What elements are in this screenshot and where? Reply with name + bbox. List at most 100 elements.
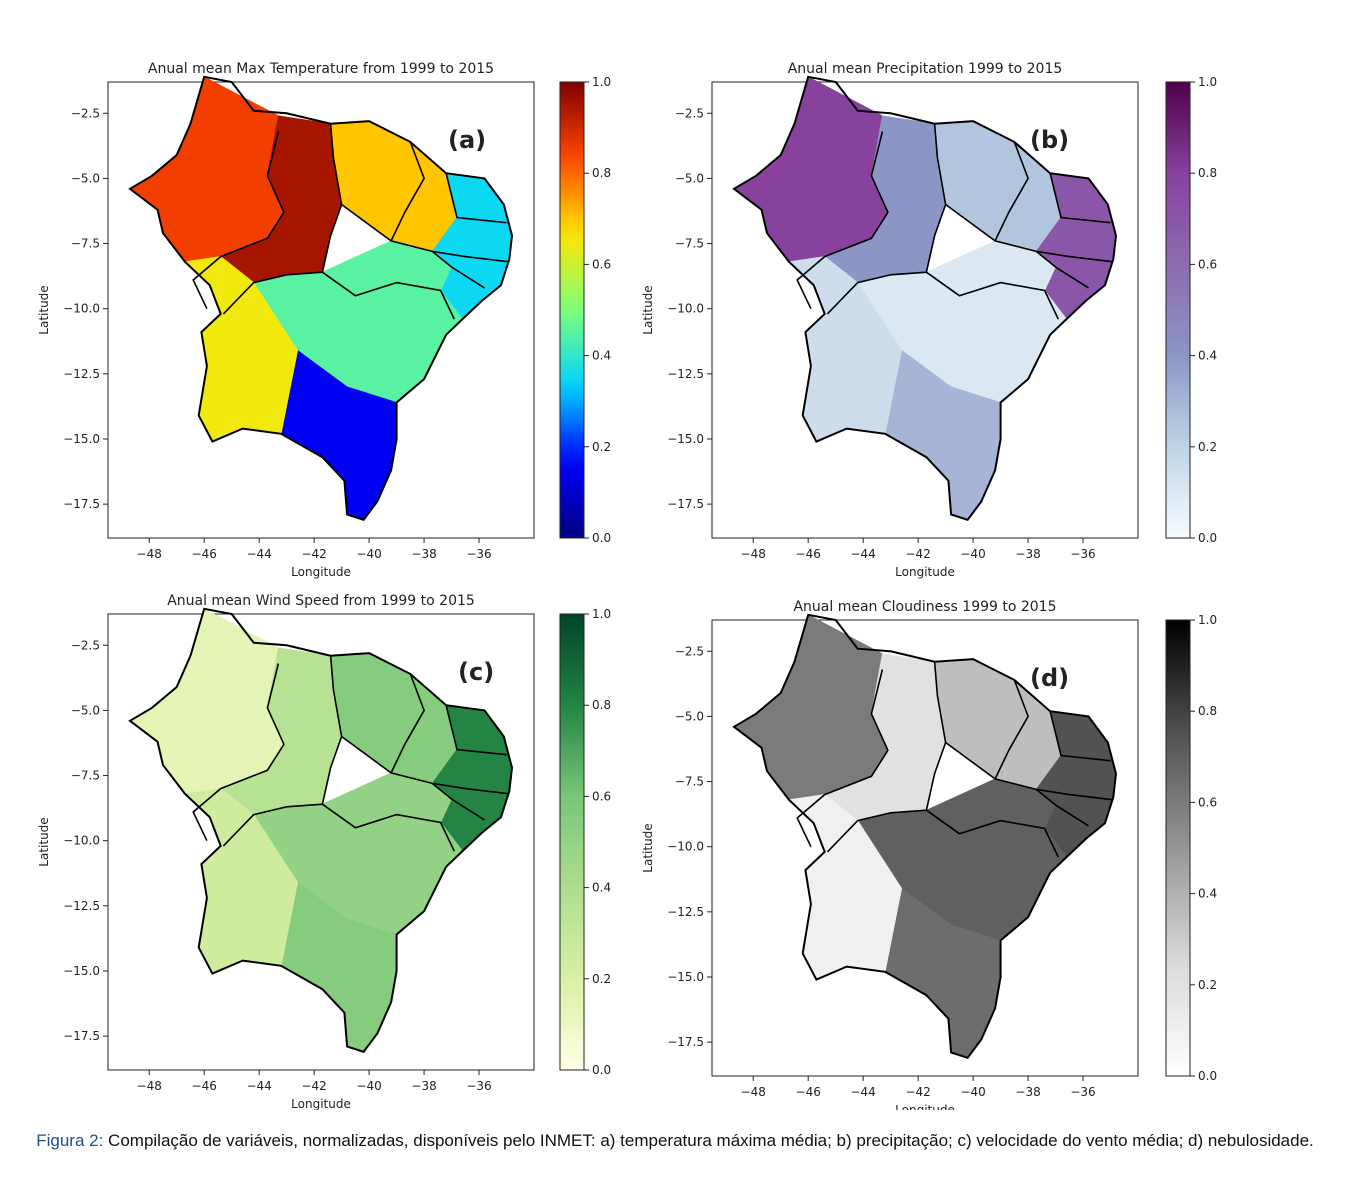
y-tick-label: −7.5 [675,775,704,789]
x-tick-label: −44 [850,1085,875,1099]
state-border [321,803,456,852]
figure-caption: Figura 2: Compilação de variáveis, norma… [18,1128,1332,1153]
state-border [925,271,1060,320]
y-tick-label: −10.0 [667,302,704,316]
y-tick-label: −7.5 [675,237,704,251]
colorbar-tick-label: 0.4 [592,349,611,363]
x-tick-label: −48 [137,547,162,561]
state-border [321,271,456,320]
chart-panel-b: Anual mean Precipitation 1999 to 2015 (b)… [641,61,1217,579]
state-border [222,123,343,315]
colorbar-tick-label: 1.0 [592,607,611,621]
chart-title: Anual mean Cloudiness 1999 to 2015 [793,599,1056,615]
state-border [1035,788,1089,827]
state-border [925,809,1060,858]
x-axis-label: Longitude [291,1097,351,1110]
x-tick-label: −42 [301,1079,326,1093]
y-axis-label: Latitude [37,285,51,334]
y-tick-label: −15.0 [667,432,704,446]
x-tick-label: −36 [1070,1085,1095,1099]
panel-label: (c) [458,658,494,686]
state-border [826,123,947,315]
chart-panel-a: Anual mean Max Temperature from 1999 to … [37,61,611,579]
chart-title: Anual mean Precipitation 1999 to 2015 [788,61,1063,77]
y-tick-label: −12.5 [63,899,100,913]
state-border [222,655,343,847]
y-tick-label: −17.5 [63,1029,100,1043]
colorbar-tick-label: 1.0 [592,75,611,89]
x-tick-label: −46 [192,1079,217,1093]
y-tick-label: −12.5 [667,905,704,919]
colorbar-tick-label: 0.8 [1198,704,1217,718]
colorbar-tick-label: 0.8 [1198,166,1217,180]
chart-title: Anual mean Max Temperature from 1999 to … [148,61,494,77]
colorbar-tick-label: 0.2 [592,440,611,454]
y-tick-label: −5.0 [675,709,704,723]
y-axis-label: Latitude [641,285,655,334]
y-tick-label: −15.0 [63,432,100,446]
state-border [445,173,507,224]
y-axis-label: Latitude [37,817,51,866]
y-tick-label: −2.5 [71,106,100,120]
figure: Anual mean Max Temperature from 1999 to … [37,61,1217,1110]
x-axis-label: Longitude [895,565,955,579]
colorbar-tick-label: 0.6 [1198,795,1217,809]
region-outline [128,607,514,1053]
region-outline [732,613,1118,1059]
state-border [796,131,889,310]
x-tick-label: −38 [1015,1085,1040,1099]
chart-panel-d: Anual mean Cloudiness 1999 to 2015 (d) −48… [641,599,1217,1110]
y-tick-label: −7.5 [71,769,100,783]
state-border [192,131,285,310]
colorbar-tick-label: 0.0 [1198,531,1217,545]
colorbar-tick-label: 0.4 [1198,887,1217,901]
caption-text: Compilação de variáveis, normalizadas, d… [108,1131,1314,1150]
x-axis-label: Longitude [895,1103,955,1110]
caption-label: Figura 2: [36,1131,104,1150]
state-border [431,250,485,289]
y-tick-label: −15.0 [667,970,704,984]
colorbar-tick-label: 0.8 [592,698,611,712]
colorbar-tick-label: 0.2 [1198,978,1217,992]
y-tick-label: −2.5 [675,644,704,658]
region-outline [128,75,514,521]
panel-label: (a) [448,126,486,154]
x-tick-label: −42 [905,1085,930,1099]
colorbar-tick-label: 0.0 [592,531,611,545]
colorbar-tick-label: 0.6 [592,257,611,271]
x-tick-label: −48 [137,1079,162,1093]
colorbar-tick-label: 1.0 [1198,75,1217,89]
y-tick-label: −17.5 [667,1035,704,1049]
y-tick-label: −17.5 [63,497,100,511]
y-tick-label: −5.0 [71,703,100,717]
y-tick-label: −5.0 [675,171,704,185]
region-outline [732,75,1118,521]
x-tick-label: −46 [796,1085,821,1099]
x-tick-label: −46 [796,547,821,561]
x-tick-label: −48 [741,1085,766,1099]
colorbar-tick-label: 0.4 [1198,349,1217,363]
state-border [431,782,485,821]
colorbar-tick-label: 0.2 [1198,440,1217,454]
x-tick-label: −40 [960,1085,985,1099]
x-tick-label: −44 [850,547,875,561]
y-tick-label: −17.5 [667,497,704,511]
x-tick-label: −46 [192,547,217,561]
state-border [1049,173,1111,224]
y-tick-label: −12.5 [63,367,100,381]
x-tick-label: −44 [246,1079,271,1093]
x-tick-label: −38 [1015,547,1040,561]
state-border [994,679,1029,780]
y-tick-label: −12.5 [667,367,704,381]
chart-title: Anual mean Wind Speed from 1999 to 2015 [167,593,475,609]
colorbar-tick-label: 0.2 [592,972,611,986]
y-tick-label: −15.0 [63,964,100,978]
state-border [390,141,425,242]
x-tick-label: −38 [411,1079,436,1093]
colorbar [559,81,585,539]
state-border [445,705,507,756]
state-border [1049,711,1111,762]
y-tick-label: −10.0 [667,840,704,854]
colorbar [559,613,585,1071]
x-tick-label: −40 [960,547,985,561]
